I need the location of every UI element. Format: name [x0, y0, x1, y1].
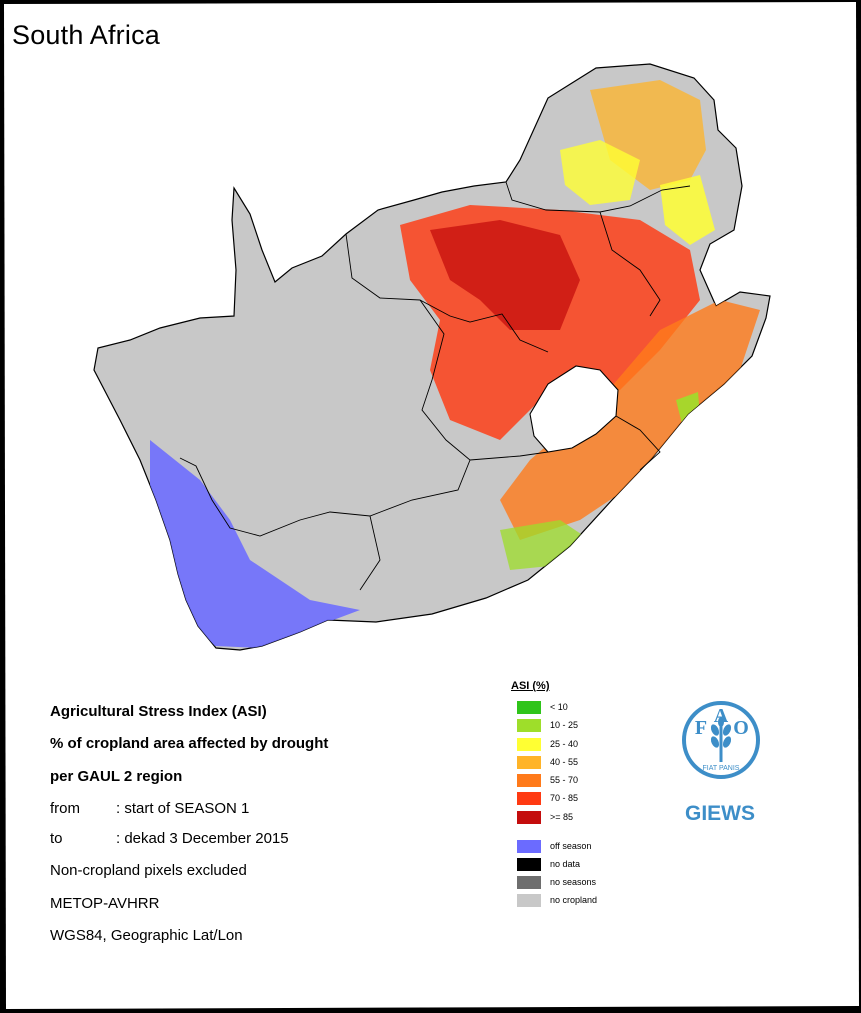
south-africa-shape — [93, 63, 771, 651]
info-projection: WGS84, Geographic Lat/Lon — [50, 927, 243, 944]
legend-label: 25 - 40 — [550, 739, 579, 749]
legend-swatch — [517, 811, 541, 824]
zone-yellow-east — [660, 175, 715, 245]
legend-swatch — [517, 774, 541, 787]
info-asi-title: Agricultural Stress Index (ASI) — [50, 703, 267, 720]
zone-yellow-north — [560, 140, 640, 205]
legend-label: 10 - 25 — [550, 720, 579, 730]
legend-label: 40 - 55 — [550, 757, 579, 767]
legend-label: < 10 — [550, 702, 568, 712]
zone-offseason-west — [150, 440, 360, 648]
logo-letter: A — [714, 705, 729, 727]
legend-label: no cropland — [550, 895, 598, 905]
legend-swatch — [517, 756, 541, 769]
legend-label: off season — [550, 841, 592, 851]
info-from-value: : start of SEASON 1 — [116, 800, 250, 817]
info-to-value: : dekad 3 December 2015 — [116, 830, 289, 847]
zone-orange-east — [500, 300, 760, 540]
legend-swatch — [517, 876, 541, 889]
legend-label: 55 - 70 — [550, 775, 579, 785]
info-to-label: to — [50, 830, 63, 847]
info-region: per GAUL 2 region — [50, 768, 183, 785]
legend-swatch — [517, 840, 541, 853]
logo-letter: O — [733, 717, 749, 739]
legend-swatch — [517, 701, 541, 714]
wheat-ear-icon — [710, 717, 732, 762]
info-from-label: from — [50, 800, 80, 817]
legend-swatch — [517, 719, 541, 732]
logo-letter: F — [695, 717, 707, 739]
legend-swatch — [517, 858, 541, 871]
giews-label: GIEWS — [684, 802, 755, 825]
legend-label: no data — [550, 859, 581, 869]
info-sensor: METOP-AVHRR — [50, 895, 160, 912]
legend-label: 70 - 85 — [550, 793, 579, 803]
info-from: from : start of SEASON 1 — [50, 800, 249, 817]
info-exclusion: Non-cropland pixels excluded — [50, 862, 247, 879]
legend-label: no seasons — [550, 877, 597, 887]
zone-darkred-central — [430, 220, 580, 330]
info-to: to : dekad 3 December 2015 — [50, 830, 289, 847]
info-subtitle: % of cropland area affected by drought — [50, 735, 329, 752]
legend-swatch — [517, 792, 541, 805]
legend-swatch — [517, 738, 541, 751]
legend-label: >= 85 — [550, 812, 574, 822]
logo-motto: FIAT PANIS — [703, 765, 740, 772]
fao-logo-icon: F A O FIAT PANIS — [682, 701, 760, 779]
legend-swatch — [517, 894, 541, 907]
legend-title: ASI (%) — [511, 680, 550, 692]
province-boundaries — [179, 181, 691, 591]
map-title: South Africa — [12, 20, 160, 50]
